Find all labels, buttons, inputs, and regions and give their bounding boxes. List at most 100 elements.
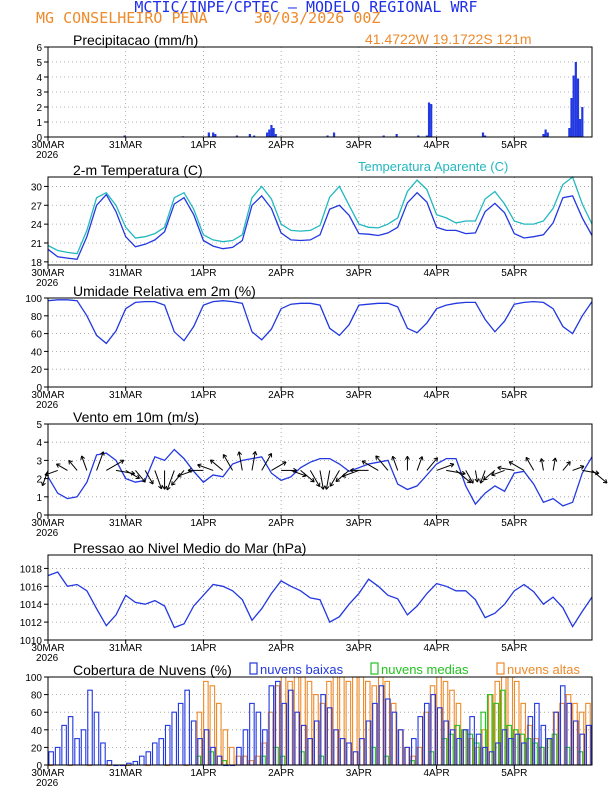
wind-arrow <box>552 457 556 471</box>
panel-title: 2-m Temperatura (C) <box>73 162 203 178</box>
panel-title: Pressao ao Nivel Medio do Mar (hPa) <box>73 540 306 556</box>
wind-arrow <box>197 464 214 471</box>
wind-arrowhead <box>99 451 105 456</box>
precip-bar <box>425 135 428 137</box>
x-tick-label: 30MAR <box>31 140 64 151</box>
series-line <box>47 448 593 507</box>
y-tick-label: 18 <box>31 258 43 269</box>
cloud-bar <box>93 711 100 766</box>
wind-arrow <box>540 458 544 471</box>
wind-arrowhead <box>375 455 380 460</box>
series-line <box>47 299 593 345</box>
wind-arrowhead <box>602 479 608 484</box>
wind-arrowhead <box>209 459 215 464</box>
legend-swatch <box>370 662 379 675</box>
y-tick-label: 30 <box>31 182 43 193</box>
series-line <box>47 175 593 255</box>
x-tick-label: 5APR <box>501 518 527 529</box>
wind-arrowhead <box>525 456 530 462</box>
x-tick-label: 2APR <box>268 268 294 279</box>
wind-arrow <box>319 470 324 490</box>
y-tick-label: 1018 <box>20 564 43 575</box>
precip-bar <box>272 128 275 137</box>
cloud-bar <box>106 760 113 766</box>
wind-arrowhead <box>171 481 176 486</box>
wind-arrow <box>480 470 486 484</box>
cloud-bar <box>151 742 158 766</box>
wind-arrowhead <box>315 482 321 488</box>
panel-temp: 2-m Temperatura (C) Temperatura Aparente … <box>31 159 593 289</box>
precip-bar <box>266 132 269 137</box>
wind-arrow <box>56 463 68 471</box>
wind-arrowhead <box>474 478 480 483</box>
wind-arrowhead <box>310 477 315 483</box>
x-tick-label: 31MAR <box>109 390 142 401</box>
wind-arrow <box>436 463 455 471</box>
y-tick-label: 27 <box>31 201 43 212</box>
x-tick-label: 2APR <box>268 140 294 151</box>
precip-bar <box>544 129 547 137</box>
wind-arrowhead <box>341 473 347 478</box>
x-tick-label: 31MAR <box>109 518 142 529</box>
precip-bar <box>235 135 239 137</box>
wind-arrowhead <box>141 478 146 483</box>
cloud-bar <box>54 746 61 766</box>
wind-arrow <box>508 461 525 471</box>
wind-arrow <box>261 453 272 471</box>
y-tick-label: 20 <box>31 743 43 754</box>
cloud-bar <box>249 702 255 766</box>
wind-arrowhead <box>579 465 585 470</box>
wind-arrow <box>251 451 256 471</box>
legend-swatch <box>249 662 258 675</box>
wind-arrowhead <box>68 459 73 465</box>
wind-arrow <box>106 459 125 471</box>
cloud-bar <box>171 711 177 766</box>
wind-arrow <box>329 470 340 487</box>
panel-rh: Umidade Relativa em 2m (%) 0 20 40 60 80 100 30… <box>25 283 593 411</box>
precip-bar <box>576 78 580 137</box>
x-tick-label: 30MAR <box>31 390 64 401</box>
x-tick-label: 3APR <box>346 768 372 779</box>
cloud-bar <box>184 689 190 766</box>
wind-arrow <box>238 451 243 471</box>
wind-arrow <box>465 470 474 484</box>
wind-arrow <box>135 470 146 483</box>
x-tick-label: 30MAR <box>31 518 64 529</box>
x-tick-label: 1APR <box>190 140 216 151</box>
y-tick-label: 0 <box>36 511 42 522</box>
y-tick-label: 40 <box>31 726 43 737</box>
y-tick-label: 60 <box>31 708 43 719</box>
wind-arrow <box>361 460 379 471</box>
wind-arrowhead <box>479 479 484 484</box>
x-tick-label: 5APR <box>501 643 527 654</box>
wind-arrow <box>81 455 88 471</box>
x-tick-label: 30MAR <box>31 268 64 279</box>
wind-arrow <box>309 470 321 487</box>
panel-title: Cobertura de Nuvens (%) <box>73 662 232 678</box>
wind-arrowhead <box>237 451 242 456</box>
x-tick-label: 5APR <box>501 390 527 401</box>
y-tick-label: 24 <box>31 220 43 231</box>
wind-arrow <box>166 470 175 491</box>
year-label: 2026 <box>36 778 59 789</box>
x-tick-label: 5APR <box>501 268 527 279</box>
x-tick-label: 2APR <box>268 390 294 401</box>
wind-arrowhead <box>491 471 496 477</box>
wind-arrowhead <box>324 485 330 490</box>
wind-arrowhead <box>552 457 558 462</box>
year-label: 2026 <box>36 528 59 539</box>
header-station: MG CONSELHEIRO PENA <box>36 9 208 27</box>
wind-arrowhead <box>282 461 287 466</box>
wind-arrowhead <box>497 465 502 471</box>
precip-bar <box>484 135 487 137</box>
panel-title: Vento em 10m (m/s) <box>73 409 199 425</box>
wind-arrow <box>562 461 571 471</box>
precip-bar <box>395 134 398 137</box>
cloud-bar <box>48 751 54 766</box>
x-tick-label: 31MAR <box>109 643 142 654</box>
x-tick-label: 3APR <box>346 518 372 529</box>
wind-arrow <box>341 469 360 477</box>
wind-arrow <box>271 461 287 471</box>
panel-title: Umidade Relativa em 2m (%) <box>73 283 256 299</box>
year-label: 2026 <box>36 653 59 664</box>
